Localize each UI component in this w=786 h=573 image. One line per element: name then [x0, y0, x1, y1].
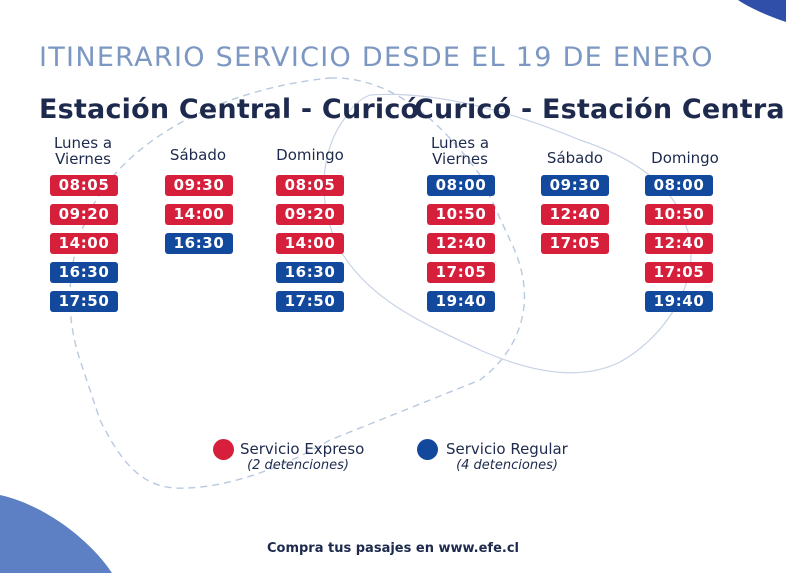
legend-dot-expreso: [213, 439, 234, 460]
column-header-domingo: Domingo: [270, 147, 350, 163]
column-header-line: Domingo: [651, 149, 719, 167]
time-slot: 12:40: [645, 233, 713, 254]
time-slot: 14:00: [165, 204, 233, 225]
route-title-estacion-curico: Estación Central - Curicó: [39, 94, 420, 125]
corner-shape-top-right: [738, 0, 786, 22]
legend-sub-expreso: (2 detenciones): [247, 458, 349, 473]
column-header-sabado: Sábado: [158, 147, 238, 163]
time-slot: 10:50: [645, 204, 713, 225]
time-slot: 12:40: [427, 233, 495, 254]
footer-purchase-text: Compra tus pasajes en www.efe.cl: [266, 541, 519, 556]
time-slot: 08:05: [276, 175, 344, 196]
time-slot: 19:40: [427, 291, 495, 312]
legend-label-expreso: Servicio Expreso: [240, 440, 365, 458]
time-slot: 09:20: [50, 204, 118, 225]
time-slot: 17:50: [50, 291, 118, 312]
time-slot: 09:30: [541, 175, 609, 196]
time-slot: 17:05: [541, 233, 609, 254]
time-slot: 16:30: [165, 233, 233, 254]
time-slot: 12:40: [541, 204, 609, 225]
dashed-route-outline: [69, 77, 526, 489]
column-header-line: Sábado: [546, 149, 604, 167]
time-slot: 17:05: [645, 262, 713, 283]
column-header-line: Sábado: [169, 146, 227, 164]
page-title: ITINERARIO SERVICIO DESDE EL 19 DE ENERO: [39, 42, 714, 73]
column-header-lunes-viernes: Lunes a Viernes: [420, 135, 500, 167]
time-slot: 08:00: [645, 175, 713, 196]
time-slot: 10:50: [427, 204, 495, 225]
time-slot: 08:05: [50, 175, 118, 196]
time-slot: 09:20: [276, 204, 344, 225]
time-slot: 19:40: [645, 291, 713, 312]
corner-shape-bottom-left: [0, 495, 112, 573]
column-header-line: Viernes: [432, 150, 488, 168]
time-slot: 09:30: [165, 175, 233, 196]
time-slot: 17:05: [427, 262, 495, 283]
column-header-line: Lunes a: [53, 134, 113, 152]
time-slot: 14:00: [50, 233, 118, 254]
column-header-line: Viernes: [55, 150, 111, 168]
route-title-curico-estacion: Curicó - Estación Central: [414, 94, 786, 125]
column-header-lunes-viernes: Lunes a Viernes: [43, 135, 123, 167]
time-slot: 17:50: [276, 291, 344, 312]
legend-dot-regular: [417, 439, 438, 460]
legend-sub-regular: (4 detenciones): [456, 458, 558, 473]
legend-label-regular: Servicio Regular: [446, 440, 568, 458]
column-header-sabado: Sábado: [535, 150, 615, 166]
time-slot: 08:00: [427, 175, 495, 196]
column-header-line: Domingo: [276, 146, 344, 164]
time-slot: 16:30: [276, 262, 344, 283]
time-slot: 16:30: [50, 262, 118, 283]
column-header-domingo: Domingo: [645, 150, 725, 166]
solid-route-outline: [323, 93, 692, 374]
column-header-line: Lunes a: [430, 134, 490, 152]
time-slot: 14:00: [276, 233, 344, 254]
